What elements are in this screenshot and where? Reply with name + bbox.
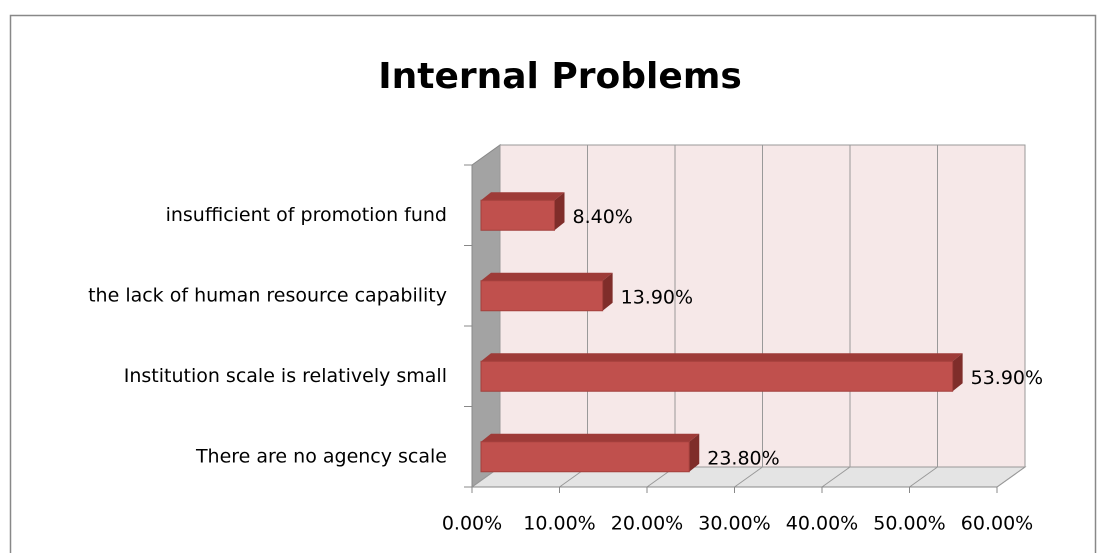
bar (480, 360, 954, 392)
bar-top (481, 433, 700, 442)
bar (480, 199, 555, 231)
data-label: 13.90% (621, 286, 693, 308)
x-tick-label: 30.00% (698, 513, 770, 535)
chart-title: Internal Problems (378, 56, 742, 97)
bar (480, 280, 604, 312)
x-tick-label: 20.00% (611, 513, 683, 535)
bar (480, 441, 690, 473)
grid-line (821, 466, 851, 488)
x-tick-label: 50.00% (873, 513, 945, 535)
bar-top (481, 272, 613, 281)
y-tick-label: the lack of human resource capability (88, 284, 447, 306)
data-label: 8.40% (573, 206, 633, 228)
grid-line (734, 466, 763, 488)
grid-line (909, 466, 938, 488)
bar-side (554, 192, 565, 231)
bar-side (952, 353, 963, 392)
y-tick-label: Institution scale is relatively small (124, 365, 447, 387)
data-label: 23.80% (707, 447, 779, 469)
y-tick-label: There are no agency scale (195, 445, 447, 467)
bar-side (602, 272, 613, 311)
bar-side (689, 433, 700, 472)
grid-line (996, 466, 1026, 488)
x-tick-label: 40.00% (786, 513, 858, 535)
data-label: 53.90% (971, 367, 1043, 389)
x-tick-label: 0.00% (442, 513, 502, 535)
bar-top (481, 353, 963, 362)
x-tick-label: 10.00% (523, 513, 595, 535)
bar-top (481, 192, 565, 201)
x-tick-label: 60.00% (961, 513, 1033, 535)
y-tick-label: insufficient of promotion fund (166, 204, 447, 226)
